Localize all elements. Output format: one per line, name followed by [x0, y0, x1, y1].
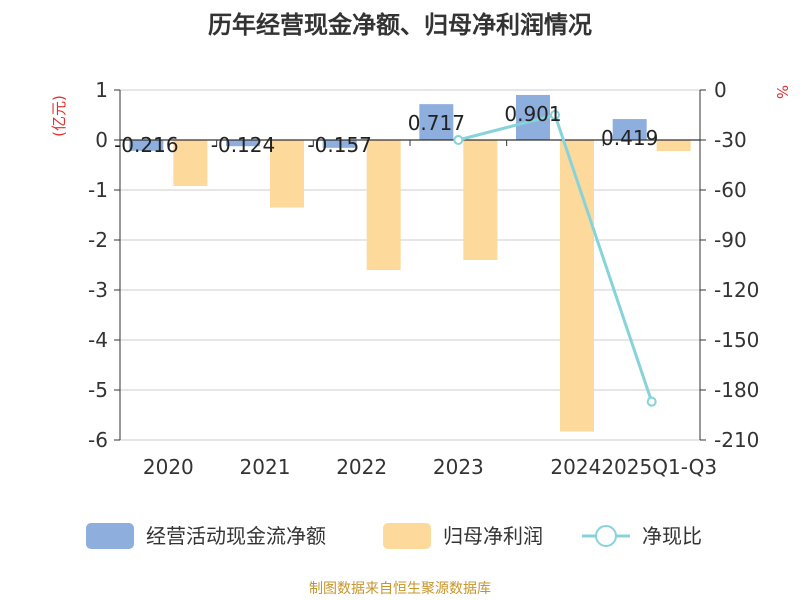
cashflow-data-label: -0.216	[114, 133, 178, 157]
axes: 10-1-2-3-4-5-60-30-60-90-120-150-180-210…	[88, 78, 759, 479]
bars	[129, 94, 691, 432]
category-label: 2021	[240, 455, 291, 479]
legend-cashflow-label: 经营活动现金流净额	[146, 524, 326, 548]
ratio-line	[453, 110, 657, 407]
data-labels: -0.216 -0.124 -0.157 0.717 0.901 0.419	[114, 102, 658, 157]
right-axis-unit: %	[773, 85, 791, 99]
cashflow-bar	[419, 104, 454, 140]
cashflow-data-label: 0.419	[601, 126, 658, 150]
right-tick-label: -180	[714, 378, 759, 402]
right-tick-label: -90	[714, 228, 747, 252]
legend-ratio-label: 净现比	[642, 524, 702, 548]
right-tick-label: -60	[714, 178, 747, 202]
left-tick-label: 0	[95, 128, 108, 152]
left-tick-label: -2	[88, 228, 108, 252]
cashflow-bar	[129, 140, 164, 151]
left-tick-label: -3	[88, 278, 108, 302]
ratio-point	[646, 396, 657, 407]
legend: 经营活动现金流净额 归母净利润 净现比	[86, 523, 702, 549]
right-tick-label: -210	[714, 428, 759, 452]
right-tick-label: -150	[714, 328, 759, 352]
net-profit-bar	[656, 140, 691, 151]
net-profit-bar	[463, 140, 498, 260]
legend-profit-swatch	[383, 523, 431, 549]
left-tick-label: 1	[95, 78, 108, 102]
left-tick-label: -5	[88, 378, 108, 402]
net-profit-bar	[270, 140, 304, 208]
net-profit-bar	[560, 140, 594, 432]
cashflow-data-label: 0.901	[504, 102, 561, 126]
legend-ratio-marker	[595, 525, 617, 547]
left-tick-label: -6	[88, 428, 108, 452]
net-profit-bar	[366, 140, 401, 270]
cashflow-bar	[322, 140, 357, 148]
category-label: 2025Q1-Q3	[601, 455, 717, 479]
chart-title: 历年经营现金净额、归母净利润情况	[208, 11, 592, 39]
left-tick-label: -1	[88, 178, 108, 202]
left-axis-unit: (亿元)	[50, 95, 68, 137]
cashflow-data-label: -0.157	[307, 133, 371, 157]
right-tick-label: -120	[714, 278, 759, 302]
category-label: 2023	[433, 455, 484, 479]
cashflow-data-label: 0.717	[408, 111, 465, 135]
left-tick-label: -4	[88, 328, 108, 352]
category-label: 2024	[550, 455, 601, 479]
net-profit-bar	[173, 140, 208, 186]
cashflow-bar	[226, 140, 260, 147]
right-tick-label: -30	[714, 128, 747, 152]
ratio-point	[453, 135, 464, 145]
ratio-point	[550, 110, 560, 120]
cashflow-bar	[612, 119, 647, 140]
cashflow-data-label: -0.124	[211, 133, 275, 157]
right-tick-label: 0	[714, 78, 727, 102]
source-note: 制图数据来自恒生聚源数据库	[309, 581, 491, 597]
category-label: 2020	[143, 455, 194, 479]
category-label: 2022	[336, 455, 387, 479]
legend-profit-label: 归母净利润	[443, 524, 543, 548]
legend-cashflow-swatch	[86, 523, 134, 549]
